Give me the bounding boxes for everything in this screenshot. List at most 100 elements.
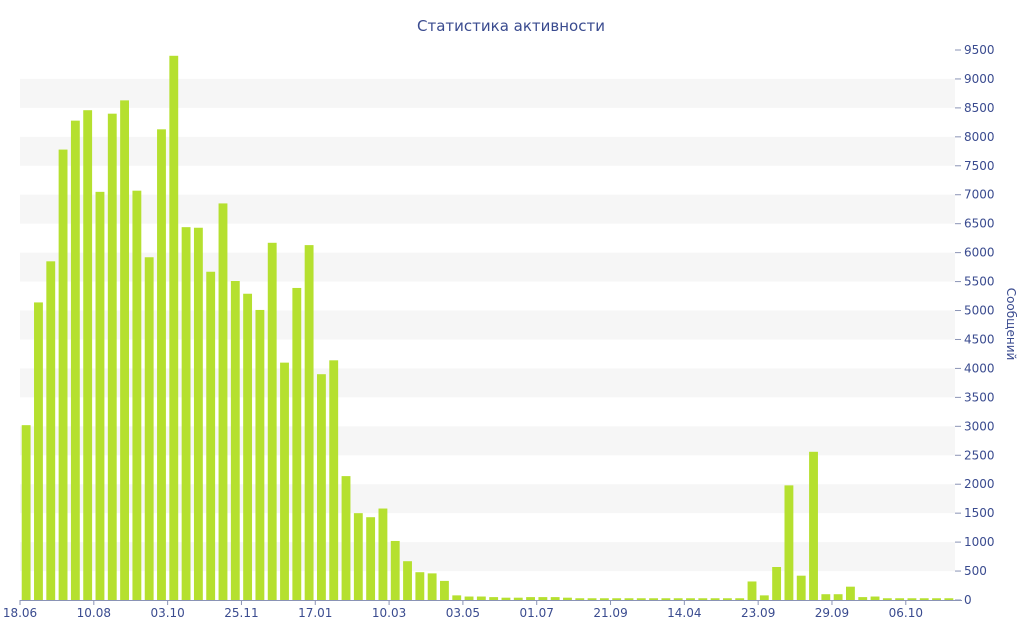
bar	[575, 598, 585, 600]
bar	[833, 594, 843, 600]
bar	[440, 580, 449, 600]
bar	[895, 598, 905, 600]
bar	[304, 245, 314, 601]
bar	[710, 598, 720, 600]
x-tick-label: 03.10	[150, 606, 184, 620]
bar	[280, 362, 289, 600]
y-tick-label: 8500	[964, 101, 995, 115]
bar	[267, 242, 277, 601]
bar	[759, 595, 769, 600]
x-tick-label: 17.01	[298, 606, 332, 620]
x-tick-label: 10.08	[77, 606, 111, 620]
bar	[809, 451, 818, 600]
y-tick-label: 4500	[964, 332, 995, 346]
y-tick-label: 1500	[964, 506, 995, 520]
bar	[464, 596, 474, 600]
bar	[944, 598, 954, 600]
bar	[907, 598, 917, 600]
bar	[427, 573, 437, 600]
y-tick-label: 1000	[964, 535, 995, 549]
bar	[34, 302, 43, 600]
y-tick-label: 5500	[964, 275, 995, 289]
bar	[292, 287, 302, 600]
bar	[501, 597, 511, 600]
y-tick-label: 2000	[964, 477, 995, 491]
bar	[132, 190, 142, 600]
y-tick-label: 6500	[964, 217, 995, 231]
y-tick-label: 8000	[964, 130, 995, 144]
y-tick-label: 6000	[964, 246, 995, 260]
bar	[772, 567, 782, 600]
bar	[70, 120, 80, 600]
bar	[858, 597, 868, 600]
x-tick-label: 14.04	[667, 606, 701, 620]
bar	[747, 581, 757, 600]
bar	[193, 227, 203, 601]
x-tick-label: 25.11	[224, 606, 258, 620]
bar	[784, 485, 794, 600]
y-tick-label: 3500	[964, 390, 995, 404]
bar	[316, 374, 326, 600]
bar	[563, 597, 572, 600]
bar	[218, 203, 228, 601]
bar	[415, 572, 425, 600]
y-axis-label: Сообщений	[1004, 288, 1018, 361]
y-tick-label: 2500	[964, 448, 995, 462]
chart-title: Статистика активности	[417, 17, 605, 35]
bar	[796, 575, 806, 600]
x-tick-label: 23.09	[741, 606, 775, 620]
bar	[735, 598, 745, 600]
x-axis: 18.06 10.08 03.10 25.11 17.01 10.03 03.05 01.07…	[3, 600, 923, 620]
bar	[476, 596, 486, 600]
y-tick-label: 4000	[964, 361, 995, 375]
bar	[366, 517, 376, 600]
bar	[513, 597, 523, 600]
bar	[181, 227, 191, 600]
y-tick-label: 7000	[964, 188, 995, 202]
bar	[157, 129, 166, 600]
x-tick-label: 10.03	[372, 606, 406, 620]
y-axis: 0 500 1000 1500 2000 2500 3000 3500 4000 4500 5000…	[955, 43, 995, 607]
bar	[107, 113, 117, 601]
bar-series	[21, 55, 954, 601]
bar	[403, 561, 412, 600]
bar	[353, 513, 363, 600]
bar	[329, 360, 339, 600]
x-tick-label: 21.09	[593, 606, 627, 620]
x-tick-label: 18.06	[3, 606, 37, 620]
x-tick-label: 01.07	[520, 606, 554, 620]
bar	[919, 598, 929, 600]
bar	[870, 596, 880, 600]
x-tick-label: 03.05	[446, 606, 480, 620]
bar	[649, 598, 659, 600]
bar	[821, 594, 831, 600]
bar	[882, 598, 892, 600]
bar	[526, 597, 535, 600]
bar	[452, 595, 462, 600]
bar	[932, 598, 941, 600]
bar	[686, 598, 695, 600]
bar	[120, 100, 129, 601]
bar	[341, 476, 351, 600]
bar	[21, 425, 31, 600]
x-tick-label: 29.09	[815, 606, 849, 620]
bar	[661, 598, 671, 600]
bar	[206, 271, 216, 600]
bar	[243, 293, 253, 600]
x-tick-label: 06.10	[889, 606, 923, 620]
y-tick-label: 7500	[964, 159, 995, 173]
bar	[255, 309, 265, 600]
bar	[538, 597, 548, 600]
bar	[612, 598, 622, 600]
bar	[390, 540, 400, 600]
bar	[846, 586, 855, 600]
bar	[636, 598, 646, 600]
bar	[58, 149, 68, 600]
bar	[599, 598, 609, 600]
y-tick-label: 0	[964, 593, 972, 607]
bar	[698, 598, 708, 600]
y-tick-label: 5000	[964, 304, 995, 318]
bar	[46, 261, 56, 600]
y-tick-label: 3000	[964, 419, 995, 433]
bar	[587, 598, 597, 600]
